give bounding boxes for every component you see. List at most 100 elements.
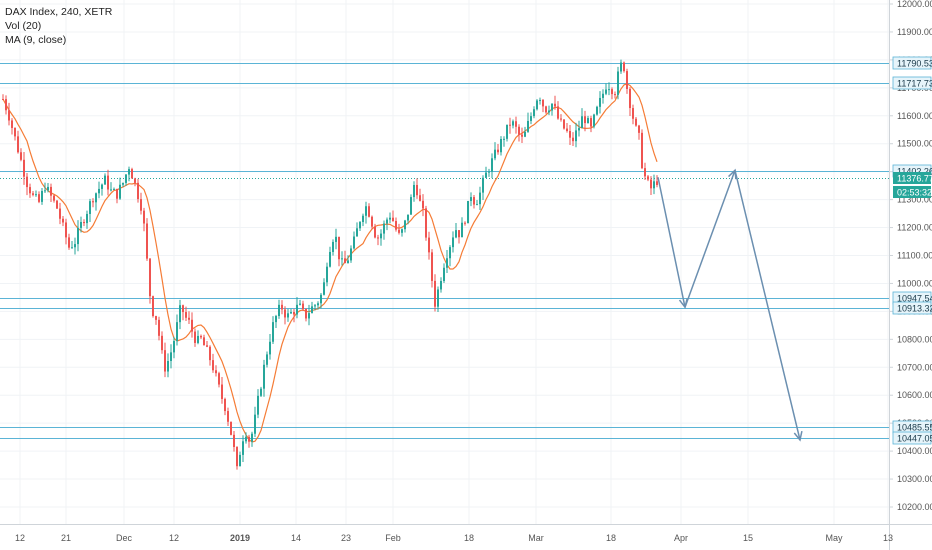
candle-body-down <box>206 345 208 347</box>
projection-segment[interactable] <box>734 170 801 441</box>
candle-body-up <box>461 222 463 238</box>
candle-body-up <box>251 433 253 442</box>
candle-body-up <box>89 201 91 214</box>
candle-body-up <box>314 305 316 307</box>
candle-body-down <box>155 316 157 320</box>
candle-body-down <box>209 346 211 361</box>
candle-body-down <box>395 221 397 230</box>
level-badge-label: 11402.26 <box>897 167 932 177</box>
candle-body-down <box>392 217 394 222</box>
candle-body-up <box>299 303 301 305</box>
candle-body-up <box>491 158 493 172</box>
chart-legend: DAX Index, 240, XETR Vol (20) MA (9, clo… <box>5 5 112 47</box>
candle-body-up <box>524 131 526 137</box>
candle-body-up <box>593 114 595 127</box>
candle-body-up <box>581 116 583 129</box>
candle-body-down <box>434 280 436 307</box>
candle-body-up <box>326 266 328 283</box>
candle-body-down <box>656 181 658 185</box>
candle-body-up <box>404 220 406 230</box>
candle-body-up <box>476 204 478 206</box>
candle-body-up <box>407 214 409 221</box>
candle-body-up <box>380 233 382 239</box>
projection-segment[interactable] <box>684 170 736 308</box>
candle-body-up <box>77 227 79 245</box>
candle-body-down <box>368 206 370 217</box>
candle-body-up <box>257 395 259 415</box>
level-badge-label: 10947.54 <box>897 294 932 304</box>
y-tick-label: 10800.00 <box>897 334 932 344</box>
candle-body-up <box>95 193 97 203</box>
candlesticks <box>2 59 658 470</box>
candle-body-down <box>32 193 34 195</box>
candle-body-up <box>446 258 448 268</box>
level-badge <box>892 431 932 445</box>
candle-body-up <box>113 188 115 190</box>
candle-body-down <box>14 127 16 137</box>
candle-body-down <box>614 94 616 96</box>
projection-arrowhead <box>793 430 803 442</box>
candle-body-down <box>416 184 418 196</box>
candle-body-down <box>146 223 148 259</box>
candle-body-down <box>65 222 67 238</box>
level-badge-label: 11790.53 <box>897 59 932 69</box>
candle-body-down <box>344 258 346 264</box>
candle-body-down <box>137 182 139 200</box>
projection-segment[interactable] <box>657 177 686 308</box>
ma-legend[interactable]: MA (9, close) <box>5 34 67 46</box>
candle-body-down <box>203 337 205 346</box>
candle-body-down <box>188 317 190 320</box>
candle-body-down <box>419 195 421 201</box>
candle-body-down <box>542 99 544 107</box>
x-tick-label: 23 <box>341 533 351 543</box>
candle-body-up <box>443 267 445 282</box>
x-tick-label: 13 <box>883 533 893 543</box>
candle-body-up <box>35 194 37 196</box>
x-tick-label: 12 <box>169 533 179 543</box>
countdown-label: 02:53:32 <box>897 188 932 198</box>
candle-body-down <box>143 210 145 224</box>
candle-body-up <box>440 281 442 290</box>
candle-body-up <box>539 99 541 101</box>
candle-body-down <box>233 434 235 448</box>
candle-body-up <box>386 219 388 224</box>
candle-body-up <box>587 118 589 124</box>
candle-body-down <box>164 350 166 372</box>
y-tick-label: 11900.00 <box>897 27 932 37</box>
countdown-badge <box>893 186 931 198</box>
candle-body-down <box>572 137 574 142</box>
candle-body-down <box>50 186 52 196</box>
candle-body-up <box>536 100 538 110</box>
candle-body-up <box>452 237 454 248</box>
current-price-badge <box>893 172 931 184</box>
candle-body-up <box>290 312 292 314</box>
candle-body-down <box>338 236 340 260</box>
candle-body-down <box>644 168 646 177</box>
candle-body-down <box>191 319 193 332</box>
candle-body-up <box>389 217 391 220</box>
x-tick-label: 15 <box>743 533 753 543</box>
candle-body-down <box>626 71 628 89</box>
candle-body-up <box>275 316 277 323</box>
candle-body-down <box>8 110 10 121</box>
symbol-legend[interactable]: DAX Index, 240, XETR <box>5 6 113 18</box>
y-tick-label: 11200.00 <box>897 223 932 233</box>
candle-body-down <box>305 308 307 319</box>
candle-body-up <box>494 149 496 159</box>
candle-body-down <box>134 178 136 183</box>
candle-body-up <box>506 124 508 139</box>
candle-body-up <box>167 361 169 372</box>
candle-body-down <box>545 106 547 113</box>
candle-body-up <box>71 247 73 249</box>
price-axis-bg <box>889 0 932 550</box>
candle-body-up <box>110 189 112 191</box>
candle-body-down <box>140 199 142 211</box>
candle-body-down <box>200 335 202 338</box>
candle-body-up <box>527 120 529 132</box>
candle-body-up <box>260 388 262 396</box>
candle-body-up <box>104 175 106 185</box>
x-tick-label: Feb <box>385 533 401 543</box>
candle-body-up <box>359 222 361 229</box>
volume-legend[interactable]: Vol (20) <box>5 20 42 32</box>
